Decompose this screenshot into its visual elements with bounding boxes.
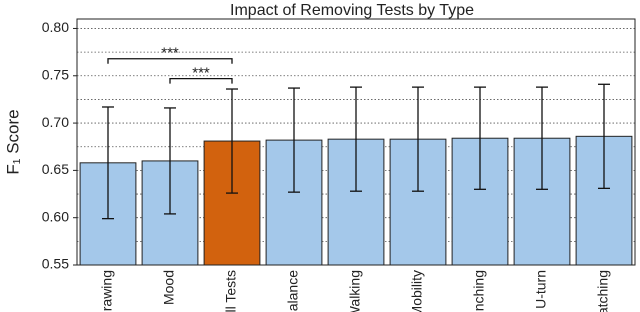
y-tick-label: 0.70	[42, 114, 69, 130]
significance-label: ***	[192, 65, 210, 82]
y-tick-label: 0.75	[42, 66, 69, 82]
plot-frame	[76, 18, 636, 266]
x-tick-label: All Tests	[223, 270, 239, 312]
significance-label: ***	[161, 45, 179, 62]
y-tick-label: 0.65	[42, 161, 69, 177]
x-tick-label: Walking	[347, 270, 363, 312]
x-tick-label: Mobility	[409, 270, 425, 312]
x-tick-label: Pinching	[471, 270, 487, 312]
x-tick-label: Balance	[285, 270, 301, 312]
x-tick-label: Matching	[595, 270, 611, 312]
y-axis-label: F₁ Score	[3, 109, 22, 174]
x-tick-label: U-turn	[533, 270, 549, 309]
significance-bracket	[169, 77, 233, 84]
x-tick-label: Mood	[161, 270, 177, 305]
significance-bracket	[107, 58, 233, 64]
y-tick-label: 0.55	[42, 256, 69, 272]
y-tick-label: 0.80	[42, 19, 69, 35]
y-tick-label: 0.60	[42, 208, 69, 224]
x-tick-label: Drawing	[99, 270, 115, 312]
chart-title: Impact of Removing Tests by Type	[230, 2, 474, 19]
